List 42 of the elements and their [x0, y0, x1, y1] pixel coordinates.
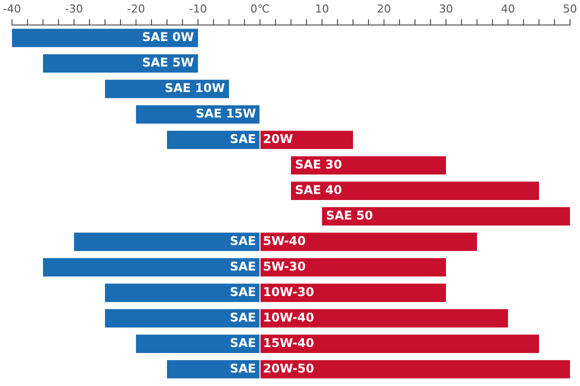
x-tick-label: 20: [376, 2, 391, 16]
bar: [42, 258, 260, 276]
bar: [260, 232, 477, 252]
x-tick-label: 10: [314, 2, 329, 16]
bar: [74, 232, 260, 252]
y-tick-label: SAE 20W-50: [230, 361, 314, 376]
y-tick-label: SAE 30: [294, 157, 342, 172]
y-tick-label: SAE 5W: [142, 56, 194, 70]
bar: [12, 28, 198, 48]
bar: [166, 360, 260, 378]
bar: [290, 156, 446, 175]
x-tick-label: -20: [127, 2, 145, 16]
bar: [104, 284, 260, 302]
y-tick-label: SAE 15W-40: [230, 336, 314, 350]
y-tick-label: SAE 10W-30: [230, 284, 314, 299]
bar: [260, 130, 353, 150]
bar: [104, 309, 260, 328]
y-tick-label: SAE 5W-40: [230, 234, 306, 248]
y-tick-label: SAE 50: [326, 208, 374, 222]
x-tick-label: -30: [65, 2, 83, 16]
bar: [136, 334, 260, 353]
bar: [260, 360, 570, 378]
x-tick-label: 0℃: [250, 2, 270, 16]
x-tick-label: -40: [3, 2, 21, 16]
y-tick-label: SAE 15W: [196, 106, 256, 121]
bar: [290, 182, 539, 200]
y-tick-label: SAE 0W: [142, 30, 194, 44]
bar: [166, 130, 260, 150]
y-tick-label: SAE 10W-40: [230, 310, 314, 324]
y-tick-label: SAE 40: [294, 182, 342, 197]
bar: [260, 334, 539, 353]
bar: [260, 258, 446, 276]
y-tick-label: SAE 20W: [230, 132, 293, 146]
bar: [260, 309, 508, 328]
x-tick-label: 30: [438, 2, 453, 16]
x-tick-label: -10: [189, 2, 207, 16]
bar: [260, 284, 446, 302]
bar: [322, 207, 570, 226]
y-tick-label: SAE 10W: [164, 81, 225, 96]
x-tick-label: 50: [563, 2, 577, 16]
x-tick-label: 40: [501, 2, 515, 16]
y-tick-label: SAE 5W-30: [230, 259, 306, 274]
